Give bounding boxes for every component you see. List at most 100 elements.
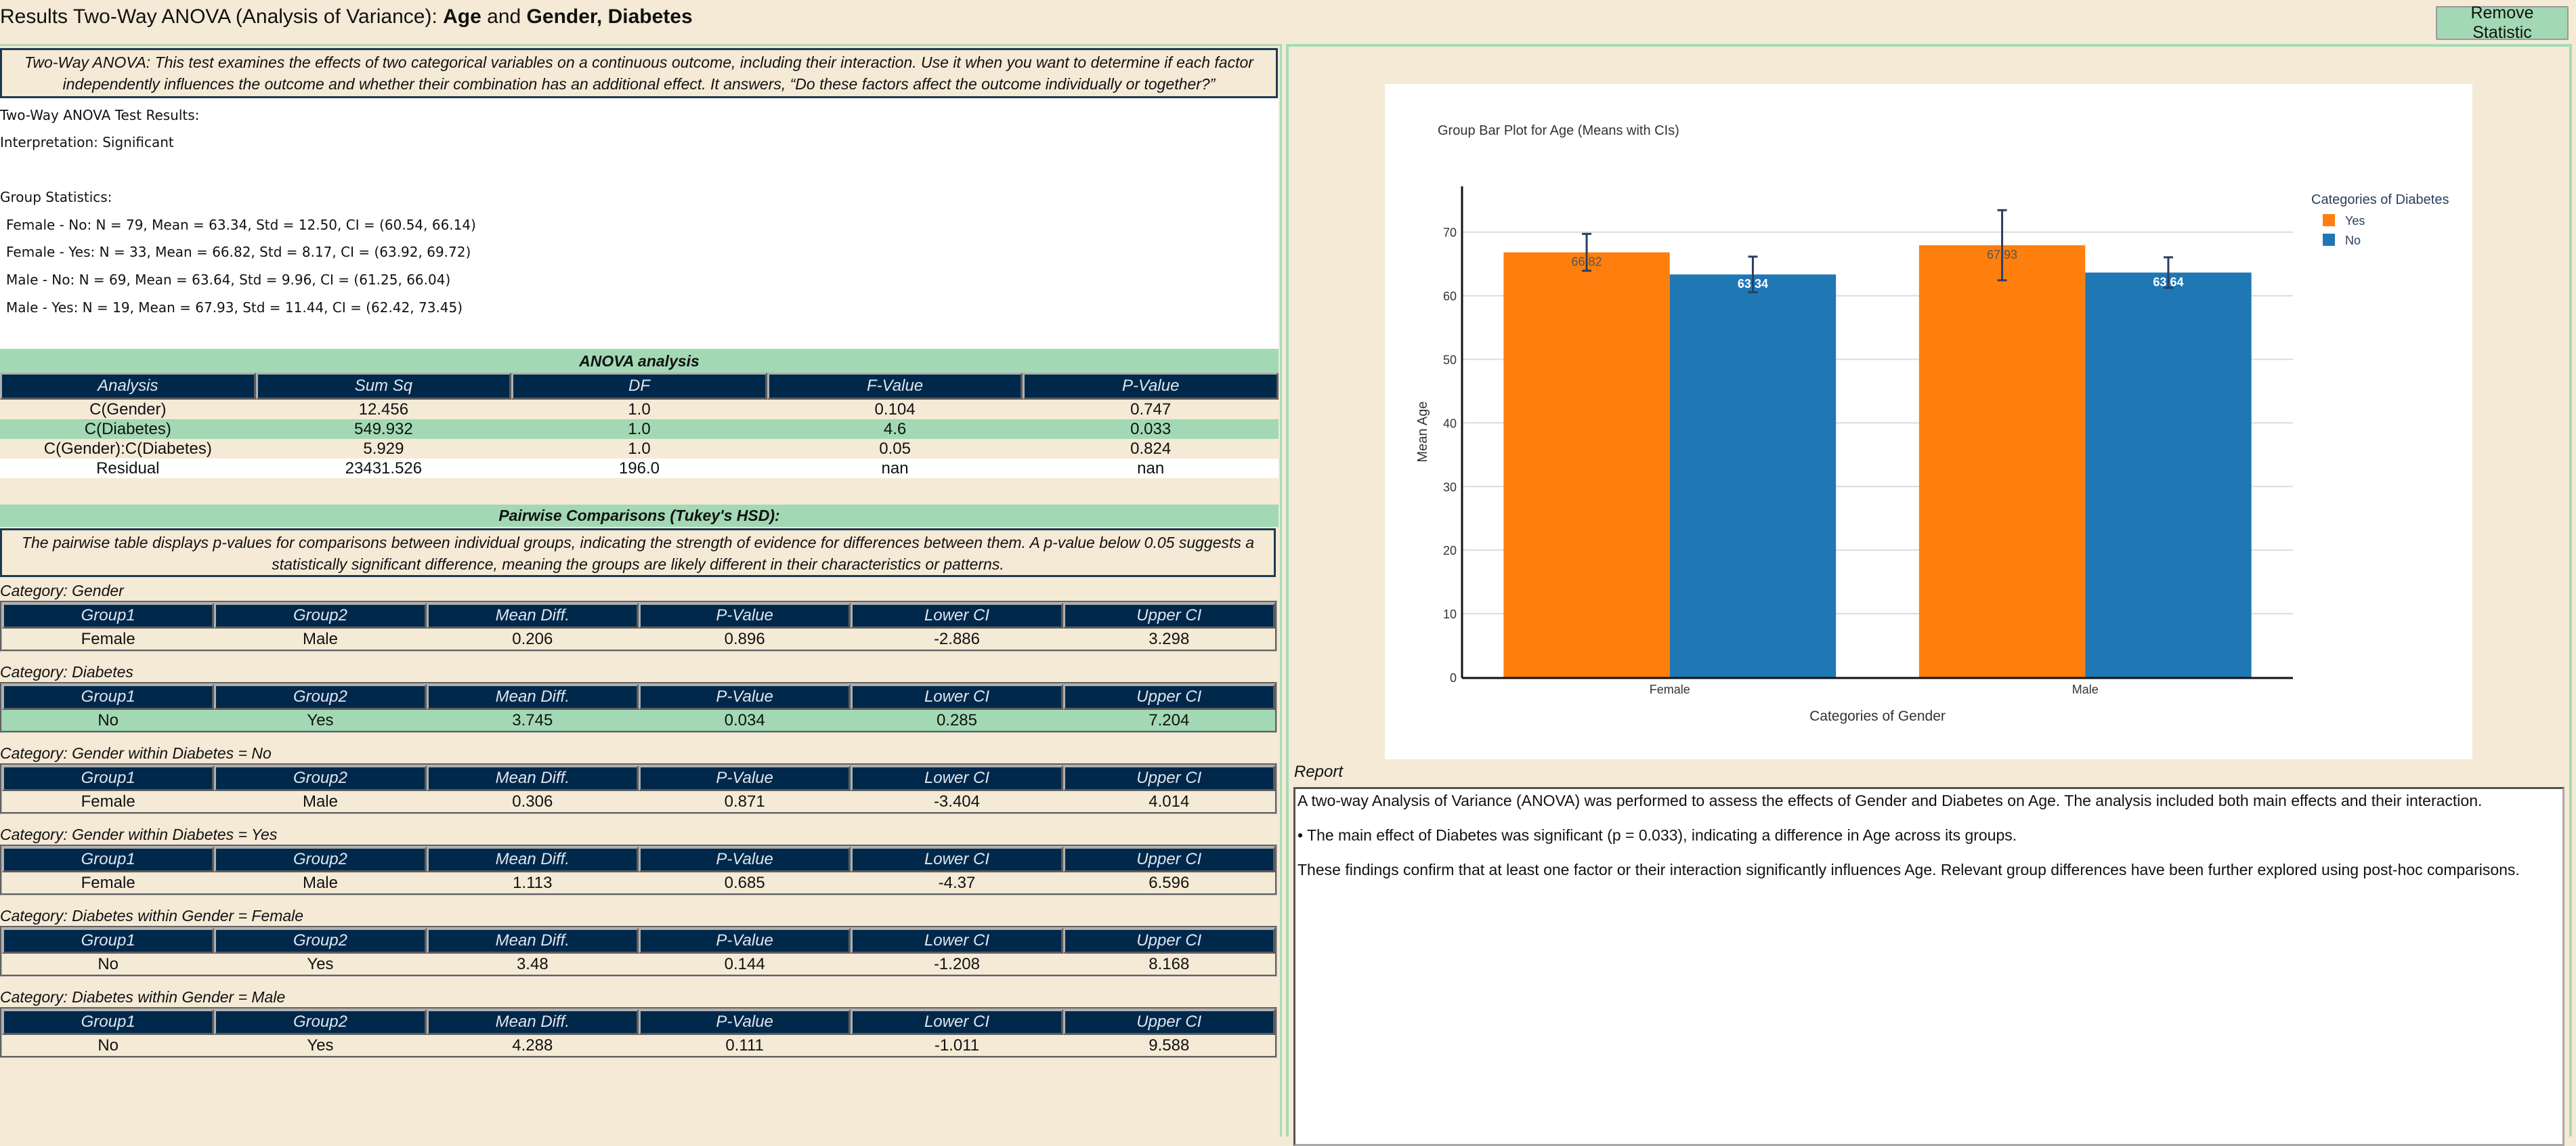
pairwise-cell: 0.206 (426, 629, 639, 650)
pairwise-col-header: Lower CI (851, 603, 1063, 629)
pairwise-description: The pairwise table displays p-values for… (0, 528, 1276, 577)
pairwise-cell: Female (2, 872, 215, 893)
pairwise-cell: Male (214, 629, 427, 650)
title-factors: Gender, Diabetes (526, 5, 693, 28)
pairwise-cell: 4.014 (1062, 791, 1275, 812)
pairwise-col-header: Upper CI (1062, 684, 1275, 710)
pairwise-cell: Male (214, 791, 427, 812)
pairwise-col-header: Group2 (214, 1009, 427, 1035)
title-prefix: Results Two-Way ANOVA (Analysis of Varia… (0, 5, 444, 28)
anova-col-pvalue: P-Value (1023, 373, 1279, 400)
anova-col-df: DF (511, 373, 767, 400)
pairwise-category-label: Category: Diabetes within Gender = Male (0, 988, 286, 1006)
results-panel: Two-Way ANOVA: This test examines the ef… (0, 44, 1282, 1137)
y-axis-title: Mean Age (1415, 402, 1430, 463)
pairwise-table: Group1 Group2 Mean Diff. P-Value Lower CI Upp… (0, 1007, 1277, 1058)
anova-cell: 0.033 (1023, 419, 1279, 439)
pairwise-row: Female Male 0.206 0.896 -2.886 3.298 (2, 629, 1275, 650)
pairwise-col-header: Mean Diff. (426, 684, 639, 710)
pairwise-header-row: Group1 Group2 Mean Diff. P-Value Lower CI Upp… (2, 765, 1275, 791)
pairwise-col-header: Group2 (214, 765, 427, 791)
pairwise-row: No Yes 3.745 0.034 0.285 7.204 (2, 710, 1275, 731)
report-paragraph: • The main effect of Diabetes was signif… (1297, 826, 2017, 844)
anova-cell: 1.0 (511, 419, 767, 439)
pairwise-cell: 3.48 (426, 954, 639, 975)
pairwise-table: Group1 Group2 Mean Diff. P-Value Lower CI Upp… (0, 601, 1277, 652)
pairwise-cell: 9.588 (1062, 1035, 1275, 1056)
pairwise-table: Group1 Group2 Mean Diff. P-Value Lower CI Upp… (0, 926, 1277, 977)
title-and: and (481, 5, 527, 28)
pairwise-col-header: Lower CI (851, 928, 1063, 954)
report-textbox[interactable]: A two-way Analysis of Variance (ANOVA) w… (1293, 787, 2564, 1146)
pairwise-cell: 0.306 (426, 791, 639, 812)
pairwise-col-header: Mean Diff. (426, 765, 639, 791)
pairwise-cell: 3.745 (426, 710, 639, 731)
pairwise-col-header: P-Value (638, 765, 851, 791)
pairwise-cell: Yes (214, 954, 427, 975)
pairwise-cell: No (2, 954, 215, 975)
pairwise-col-header: Mean Diff. (426, 1009, 639, 1035)
chart-report-panel: Group Bar Plot for Age (Means with CIs) 0… (1286, 44, 2572, 1146)
pairwise-cell: 1.113 (426, 872, 639, 893)
pairwise-col-header: Group2 (214, 928, 427, 954)
pairwise-category-label: Category: Gender (0, 582, 124, 599)
pairwise-row: Female Male 0.306 0.871 -3.404 4.014 (2, 791, 1275, 812)
anova-cell: 0.05 (767, 439, 1023, 459)
pairwise-cell: 0.871 (638, 791, 851, 812)
chart-title: Group Bar Plot for Age (Means with CIs) (1438, 123, 1679, 138)
pairwise-col-header: Group2 (214, 603, 427, 629)
anova-cell: C(Diabetes) (0, 419, 256, 439)
pairwise-cell: Yes (214, 1035, 427, 1056)
anova-col-fvalue: F-Value (767, 373, 1023, 400)
anova-title: ANOVA analysis (0, 349, 1279, 373)
anova-cell: 0.824 (1023, 439, 1279, 459)
results-text-area: Two-Way ANOVA Test Results: Interpretati… (0, 98, 1279, 349)
group-stat-line: Female - No: N = 79, Mean = 63.34, Std =… (6, 217, 476, 233)
anova-cell: 12.456 (255, 400, 512, 419)
bar-yes-male (1918, 245, 2086, 677)
title-outcome: Age (443, 5, 481, 28)
pairwise-cell: 0.034 (638, 710, 851, 731)
y-tick-label: 50 (1443, 354, 1457, 367)
group-stats-heading: Group Statistics: (0, 189, 112, 205)
legend-swatch-no (2323, 234, 2335, 246)
anova-cell: 0.747 (1023, 400, 1279, 419)
pairwise-cell: Female (2, 629, 215, 650)
pairwise-cell: 8.168 (1062, 954, 1275, 975)
pairwise-cell: 0.285 (851, 710, 1063, 731)
pairwise-cell: -1.011 (851, 1035, 1063, 1056)
pairwise-col-header: Group1 (2, 684, 215, 710)
pairwise-cell: Male (214, 872, 427, 893)
pairwise-cell: -4.37 (851, 872, 1063, 893)
remove-statistic-button[interactable]: Remove Statistic (2436, 3, 2569, 42)
pairwise-col-header: Lower CI (851, 684, 1063, 710)
x-axis-title: Categories of Gender (1809, 708, 1946, 724)
group-stat-line: Male - Yes: N = 19, Mean = 67.93, Std = … (6, 299, 463, 316)
pairwise-col-header: P-Value (638, 684, 851, 710)
pairwise-col-header: Upper CI (1062, 1009, 1275, 1035)
page-title: Results Two-Way ANOVA (Analysis of Varia… (0, 5, 693, 28)
pairwise-cell: 7.204 (1062, 710, 1275, 731)
pairwise-col-header: Group1 (2, 928, 215, 954)
pairwise-col-header: Lower CI (851, 1009, 1063, 1035)
pairwise-col-header: Upper CI (1062, 847, 1275, 872)
anova-cell: 549.932 (255, 419, 512, 439)
pairwise-header-row: Group1 Group2 Mean Diff. P-Value Lower CI Upp… (2, 684, 1275, 710)
group-stat-line: Female - Yes: N = 33, Mean = 66.82, Std … (6, 244, 471, 260)
anova-row-significant: C(Diabetes) 549.932 1.0 4.6 0.033 (0, 419, 1279, 439)
pairwise-cell: Female (2, 791, 215, 812)
pairwise-col-header: Upper CI (1062, 928, 1275, 954)
legend-title: Categories of Diabetes (2311, 192, 2449, 207)
pairwise-col-header: Group1 (2, 1009, 215, 1035)
x-tick-label: Female (1650, 683, 1690, 696)
anova-col-sumsq: Sum Sq (255, 373, 512, 400)
report-paragraph: These findings confirm that at least one… (1297, 861, 2520, 878)
anova-cell: nan (767, 459, 1023, 478)
pairwise-cell: 0.896 (638, 629, 851, 650)
pairwise-table: Group1 Group2 Mean Diff. P-Value Lower CI Upp… (0, 682, 1277, 733)
pairwise-col-header: P-Value (638, 1009, 851, 1035)
pairwise-row: Female Male 1.113 0.685 -4.37 6.596 (2, 872, 1275, 893)
anova-cell: 23431.526 (255, 459, 512, 478)
pairwise-category-label: Category: Diabetes (0, 663, 133, 681)
y-tick-label: 70 (1443, 226, 1457, 240)
